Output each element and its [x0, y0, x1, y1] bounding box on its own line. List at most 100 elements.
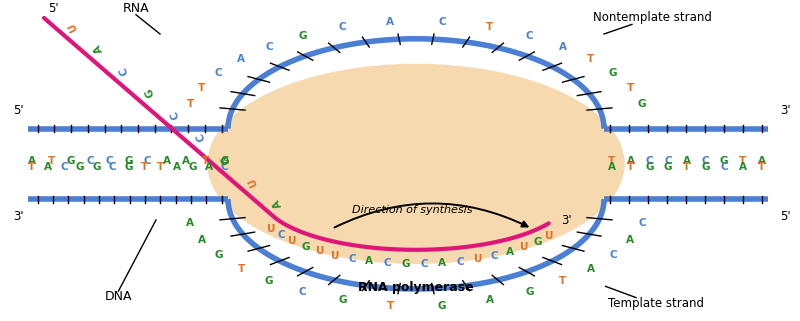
- Text: A: A: [182, 156, 190, 166]
- Text: T: T: [386, 301, 394, 311]
- Text: G: G: [143, 87, 156, 99]
- Text: A: A: [739, 162, 747, 172]
- Text: G: G: [298, 31, 306, 41]
- Text: G: G: [189, 162, 197, 172]
- Text: 3': 3': [561, 214, 572, 227]
- Text: T: T: [683, 162, 690, 172]
- Text: A: A: [486, 295, 494, 306]
- Text: RNA: RNA: [122, 2, 150, 15]
- Text: T: T: [202, 156, 209, 166]
- Text: A: A: [386, 17, 394, 27]
- Text: T: T: [198, 83, 206, 93]
- Text: U: U: [246, 175, 258, 187]
- Text: C: C: [86, 156, 94, 166]
- Text: C: C: [266, 42, 273, 52]
- Text: G: G: [645, 162, 654, 172]
- Ellipse shape: [208, 65, 624, 263]
- Text: A: A: [173, 162, 181, 172]
- Text: G: G: [702, 162, 710, 172]
- Text: U: U: [288, 236, 297, 246]
- Text: A: A: [608, 162, 616, 172]
- Text: A: A: [198, 235, 206, 245]
- Text: G: G: [214, 250, 223, 260]
- Text: C: C: [610, 250, 617, 260]
- Text: A: A: [626, 235, 634, 245]
- Text: G: G: [438, 301, 446, 311]
- Text: A: A: [92, 42, 105, 54]
- Text: DNA: DNA: [105, 291, 132, 303]
- Text: C: C: [526, 31, 534, 41]
- Text: G: G: [76, 162, 85, 172]
- Text: C: C: [278, 230, 285, 240]
- Text: Nontemplate strand: Nontemplate strand: [593, 12, 711, 24]
- Text: T: T: [238, 264, 245, 274]
- Text: C: C: [457, 257, 464, 267]
- Text: C: C: [298, 287, 306, 297]
- Text: A: A: [506, 247, 514, 257]
- Text: G: G: [265, 276, 274, 286]
- Text: 3': 3': [13, 210, 24, 223]
- Text: C: C: [720, 162, 728, 172]
- Text: G: G: [92, 162, 101, 172]
- Text: A: A: [758, 156, 766, 166]
- Text: G: G: [124, 162, 133, 172]
- Text: T: T: [758, 162, 766, 172]
- Text: G: G: [609, 68, 618, 78]
- Text: 5': 5': [13, 104, 24, 117]
- Text: G: G: [338, 295, 346, 306]
- Text: U: U: [66, 20, 79, 32]
- Text: C: C: [118, 65, 130, 76]
- Text: RNA polymerase: RNA polymerase: [358, 281, 474, 294]
- Text: G: G: [664, 162, 672, 172]
- Text: A: A: [205, 162, 213, 172]
- Text: U: U: [546, 231, 554, 241]
- Text: 5': 5': [48, 2, 59, 15]
- Text: T: T: [141, 162, 148, 172]
- Text: G: G: [220, 153, 233, 165]
- Text: C: C: [338, 22, 346, 32]
- Text: U: U: [331, 251, 340, 261]
- Text: C: C: [169, 109, 182, 120]
- Text: G: G: [302, 242, 310, 252]
- Text: C: C: [420, 259, 428, 269]
- Text: A: A: [163, 156, 171, 166]
- Text: 5': 5': [780, 210, 791, 223]
- Text: G: G: [534, 237, 542, 247]
- Text: G: G: [402, 259, 410, 269]
- Text: U: U: [316, 247, 324, 256]
- Text: C: C: [144, 156, 151, 166]
- Text: T: T: [739, 156, 746, 166]
- Text: C: C: [383, 258, 391, 268]
- Text: T: T: [608, 156, 616, 166]
- Text: G: G: [526, 287, 534, 297]
- Text: C: C: [438, 17, 446, 27]
- Text: T: T: [28, 162, 36, 172]
- Text: T: T: [559, 276, 566, 286]
- Text: A: A: [186, 218, 194, 228]
- Text: U: U: [267, 224, 276, 234]
- Text: 3': 3': [780, 104, 791, 117]
- Text: G: G: [638, 100, 646, 109]
- Text: T: T: [587, 54, 594, 64]
- Text: A: A: [238, 54, 246, 64]
- Text: T: T: [48, 156, 55, 166]
- Text: G: G: [720, 156, 729, 166]
- Text: A: A: [271, 197, 284, 209]
- Text: A: A: [438, 258, 446, 268]
- Text: U: U: [521, 242, 529, 252]
- Text: G: G: [66, 156, 75, 166]
- Text: U: U: [474, 254, 482, 264]
- Text: A: A: [626, 156, 634, 166]
- Text: Template strand: Template strand: [608, 297, 704, 310]
- Text: C: C: [664, 156, 672, 166]
- Text: C: C: [638, 218, 646, 228]
- Text: C: C: [348, 254, 356, 264]
- Text: A: A: [559, 42, 567, 52]
- Text: A: A: [366, 256, 374, 266]
- Text: T: T: [157, 162, 164, 172]
- Text: A: A: [586, 264, 594, 274]
- Text: A: A: [28, 156, 36, 166]
- Text: C: C: [646, 156, 654, 166]
- Text: Direction of synthesis: Direction of synthesis: [352, 205, 472, 215]
- Text: T: T: [627, 162, 634, 172]
